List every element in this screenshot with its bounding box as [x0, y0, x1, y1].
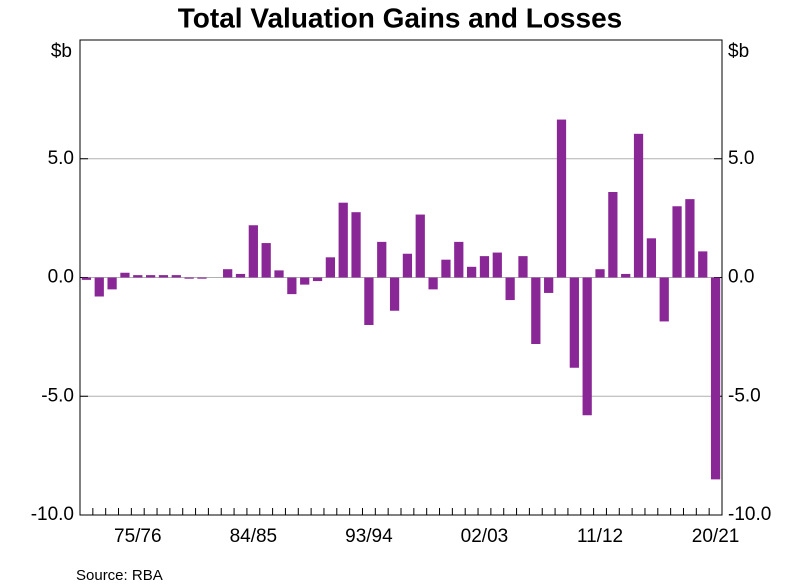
x-tick-label: 84/85 — [230, 526, 278, 547]
x-tick-label: 02/03 — [461, 526, 509, 547]
bar — [672, 206, 682, 278]
bar — [300, 277, 310, 285]
bar — [582, 277, 592, 416]
y-unit-left: $b — [51, 41, 72, 62]
bar — [698, 251, 708, 278]
bar — [145, 275, 156, 278]
bar — [569, 277, 579, 368]
chart-title: Total Valuation Gains and Losses — [178, 2, 622, 33]
bar — [466, 266, 477, 278]
bar — [223, 269, 233, 278]
bar — [415, 214, 425, 278]
bar — [197, 277, 207, 279]
y-tick-label-right: -5.0 — [728, 385, 761, 406]
bar — [351, 212, 361, 278]
y-tick-label-right: -10.0 — [728, 504, 771, 525]
bar — [608, 192, 618, 278]
bar — [505, 277, 515, 301]
x-tick-label: 75/76 — [114, 526, 162, 547]
bar — [312, 277, 323, 282]
bar — [710, 277, 721, 480]
bar — [544, 277, 554, 293]
bar — [377, 241, 387, 278]
bar — [646, 238, 657, 278]
source: Source: RBA — [76, 567, 163, 584]
bar — [133, 275, 143, 278]
bar — [184, 277, 194, 279]
bar — [633, 133, 644, 278]
y-tick-label-left: -10.0 — [31, 504, 74, 525]
bar — [518, 256, 528, 278]
bar — [274, 270, 284, 278]
bar — [120, 272, 130, 278]
bar — [659, 277, 669, 322]
x-tick-label: 11/12 — [577, 526, 623, 547]
y-unit-right: $b — [728, 41, 749, 62]
x-tick-label: 93/94 — [345, 526, 393, 547]
bar — [171, 275, 181, 278]
bar — [235, 273, 246, 278]
y-tick-label-right: 5.0 — [728, 148, 754, 169]
bar — [338, 202, 348, 278]
x-tick-label: 20/21 — [692, 526, 740, 547]
bar — [287, 277, 297, 295]
bar — [685, 199, 695, 278]
y-tick-label-left: 0.0 — [48, 267, 74, 288]
bar — [107, 277, 117, 290]
bar — [158, 275, 169, 278]
bar — [492, 252, 502, 278]
bar — [441, 259, 451, 278]
bar — [364, 277, 374, 325]
bar — [479, 256, 490, 278]
bar — [428, 277, 438, 290]
bar — [248, 225, 258, 278]
bar — [325, 257, 336, 278]
bar — [621, 273, 631, 278]
y-tick-label-left: -5.0 — [41, 385, 74, 406]
bar — [81, 277, 92, 280]
bar — [595, 269, 605, 278]
bar — [556, 119, 567, 278]
bar — [261, 243, 271, 278]
bar — [94, 277, 104, 297]
y-tick-label-right: 0.0 — [728, 267, 754, 288]
plot-frame — [79, 39, 723, 516]
bar — [389, 277, 400, 311]
bar — [531, 277, 541, 344]
bar — [454, 241, 464, 278]
y-tick-label-left: 5.0 — [48, 148, 74, 169]
bar — [402, 253, 413, 278]
